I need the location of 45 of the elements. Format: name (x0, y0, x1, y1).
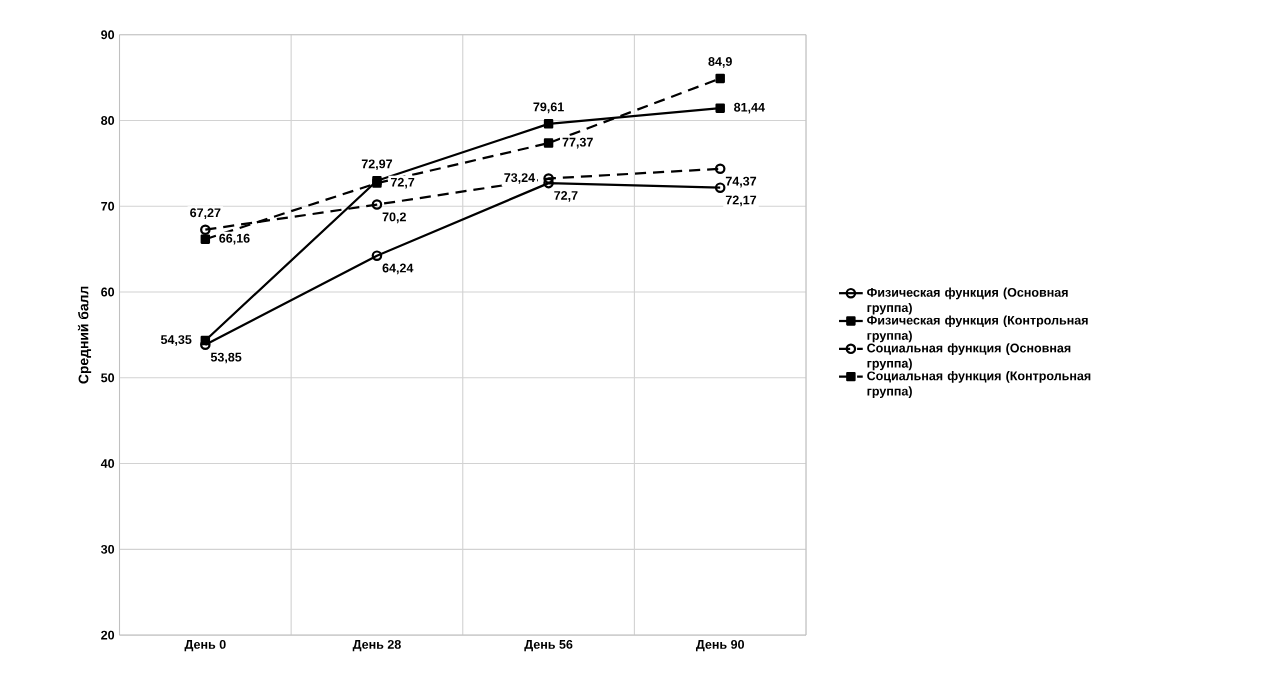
point (371, 199, 383, 210)
y-tick-label: 80 (101, 115, 115, 125)
y-tick-label: 30 (100, 544, 115, 554)
point (200, 234, 211, 244)
legend-label: Физическая функция (Контрольная группа) (867, 315, 1088, 343)
point (543, 138, 554, 148)
point (200, 335, 211, 345)
data-label: 54,35 (160, 334, 192, 346)
point (714, 163, 726, 174)
point (715, 73, 725, 83)
x-tick-label: День 56 (524, 639, 573, 651)
legend-label: Социальная функция (Контрольная группа) (867, 370, 1091, 398)
data-label: 84,9 (708, 56, 732, 68)
y-tick-label: 90 (101, 30, 115, 39)
point (371, 250, 383, 261)
data-label: 53,85 (210, 352, 242, 364)
point (543, 172, 554, 184)
point (200, 224, 211, 235)
data-label: 79,61 (533, 102, 564, 113)
data-label: 67,27 (190, 208, 221, 219)
point (543, 177, 554, 189)
x-tick-label: День 28 (352, 639, 401, 651)
point (543, 118, 554, 129)
y-axis-title: Средний балл (77, 286, 92, 384)
x-tick-label: День 90 (695, 639, 745, 651)
legend-label: Социальная функция (Основная группа) (867, 343, 1071, 370)
x-tick-label: День 0 (184, 639, 226, 651)
data-label: 70,2 (382, 212, 406, 223)
data-label: 74,37 (725, 176, 757, 188)
data-label: 64,24 (382, 263, 414, 275)
y-tick-label: 20 (101, 630, 115, 640)
y-tick-label: 40 (100, 458, 115, 468)
y-tick-label: 60 (101, 287, 115, 297)
data-label: 81,44 (734, 102, 765, 114)
point (715, 103, 725, 113)
legend-label: Физическая функция (Основная группа) (867, 287, 1068, 315)
data-label: 72,7 (390, 177, 415, 189)
y-tick-label: 50 (101, 373, 115, 383)
data-label: 72,97 (361, 159, 393, 170)
data-label: 77,37 (562, 137, 593, 149)
data-label: 73,24 (504, 172, 536, 184)
y-tick-label: 70 (101, 201, 115, 211)
data-label: 66,16 (219, 233, 250, 245)
data-label: 72,7 (554, 190, 578, 202)
data-label: 72,17 (725, 195, 757, 207)
